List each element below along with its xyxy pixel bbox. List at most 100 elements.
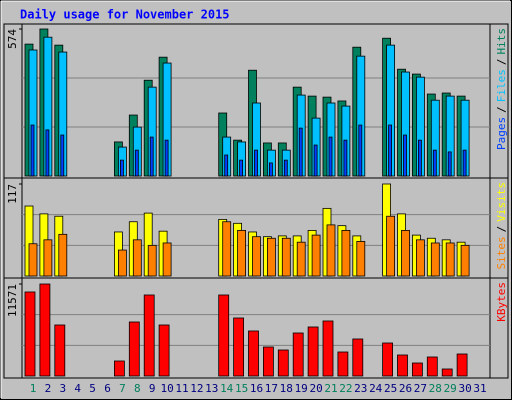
x-tick-label: 17	[265, 382, 278, 395]
bar	[447, 151, 452, 177]
legend-entry: Files	[495, 69, 508, 102]
bar	[149, 136, 154, 177]
axis-panel	[3, 277, 23, 379]
bar	[39, 283, 51, 377]
bar	[296, 241, 306, 277]
bar	[462, 149, 467, 177]
bar	[248, 330, 259, 377]
bar	[283, 159, 288, 177]
bar	[132, 239, 142, 277]
x-tick-label: 6	[104, 382, 111, 395]
bar	[143, 294, 155, 377]
bar	[352, 338, 364, 377]
x-tick-label: 20	[309, 382, 322, 395]
bar	[417, 139, 422, 177]
bar	[441, 368, 453, 377]
y-tick-label: 11571	[6, 284, 19, 317]
bar	[382, 342, 394, 377]
x-tick-label: 18	[280, 382, 293, 395]
x-tick-label: 23	[354, 382, 367, 395]
x-tick-label: 19	[295, 382, 308, 395]
legend-separator: /	[495, 226, 508, 233]
x-tick-label: 22	[339, 382, 352, 395]
bar	[222, 221, 232, 277]
x-tick-label: 9	[149, 382, 156, 395]
x-tick-label: 11	[175, 382, 188, 395]
bar	[322, 320, 334, 377]
x-tick-label: 30	[458, 382, 471, 395]
bar	[341, 229, 351, 277]
x-tick-label: 4	[74, 382, 81, 395]
bar	[58, 233, 68, 277]
bar	[266, 237, 276, 277]
legend-separator: /	[495, 59, 508, 66]
bar	[218, 294, 230, 377]
bar	[54, 324, 66, 377]
bar	[343, 139, 348, 177]
bar	[128, 321, 140, 377]
bar	[411, 362, 423, 377]
y-tick-label: 574	[6, 29, 19, 49]
bar	[292, 332, 304, 377]
x-tick-label: 1	[30, 382, 37, 395]
x-tick-label: 21	[324, 382, 337, 395]
legend-entry: Sites	[495, 236, 508, 269]
x-tick-label: 7	[119, 382, 126, 395]
bar	[277, 349, 289, 377]
bar	[298, 127, 303, 177]
bar	[432, 149, 437, 177]
bar	[239, 159, 244, 177]
bar	[313, 144, 318, 177]
bar	[397, 354, 408, 377]
legend-entry: KBytes	[495, 282, 508, 322]
x-tick-label: 31	[473, 382, 486, 395]
chart-title: Daily usage for November 2015	[20, 8, 230, 22]
bar	[460, 244, 470, 277]
bar	[118, 249, 127, 277]
legend: KBytes	[495, 282, 508, 322]
x-tick-label: 29	[444, 382, 457, 395]
bar	[224, 154, 229, 177]
bar	[426, 356, 438, 377]
bar	[254, 149, 258, 177]
bar	[262, 346, 274, 377]
bar	[45, 129, 50, 177]
legend: Pages / Files / Hits	[495, 28, 508, 150]
bar	[24, 291, 36, 377]
x-tick-label: 5	[89, 382, 96, 395]
legend-entry: Pages	[495, 117, 508, 150]
bar	[326, 224, 336, 277]
x-tick-label: 24	[369, 382, 383, 395]
legend: Sites / Visits	[495, 182, 508, 270]
bar	[233, 317, 245, 377]
bar	[307, 326, 319, 377]
x-tick-label: 10	[160, 382, 173, 395]
legend-panel	[489, 277, 509, 379]
bar	[120, 159, 124, 177]
legend-entry: Visits	[495, 182, 508, 222]
bar	[328, 136, 333, 177]
bar	[456, 353, 468, 377]
bar	[445, 242, 455, 277]
bar	[237, 229, 247, 277]
bar	[358, 124, 363, 177]
x-tick-label: 3	[59, 382, 66, 395]
bar	[158, 324, 170, 377]
x-tick-label: 28	[429, 382, 442, 395]
x-tick-label: 26	[399, 382, 412, 395]
x-tick-label: 13	[205, 382, 218, 395]
bar	[114, 360, 125, 377]
bar	[43, 239, 53, 277]
y-tick-label: 117	[6, 184, 19, 204]
bar	[134, 149, 139, 177]
bar	[430, 242, 440, 277]
bar	[401, 229, 410, 277]
x-tick-label: 15	[235, 382, 248, 395]
bar	[386, 215, 396, 277]
bar	[356, 241, 366, 277]
bar	[164, 139, 169, 177]
bar	[162, 242, 172, 277]
bar	[337, 351, 349, 377]
